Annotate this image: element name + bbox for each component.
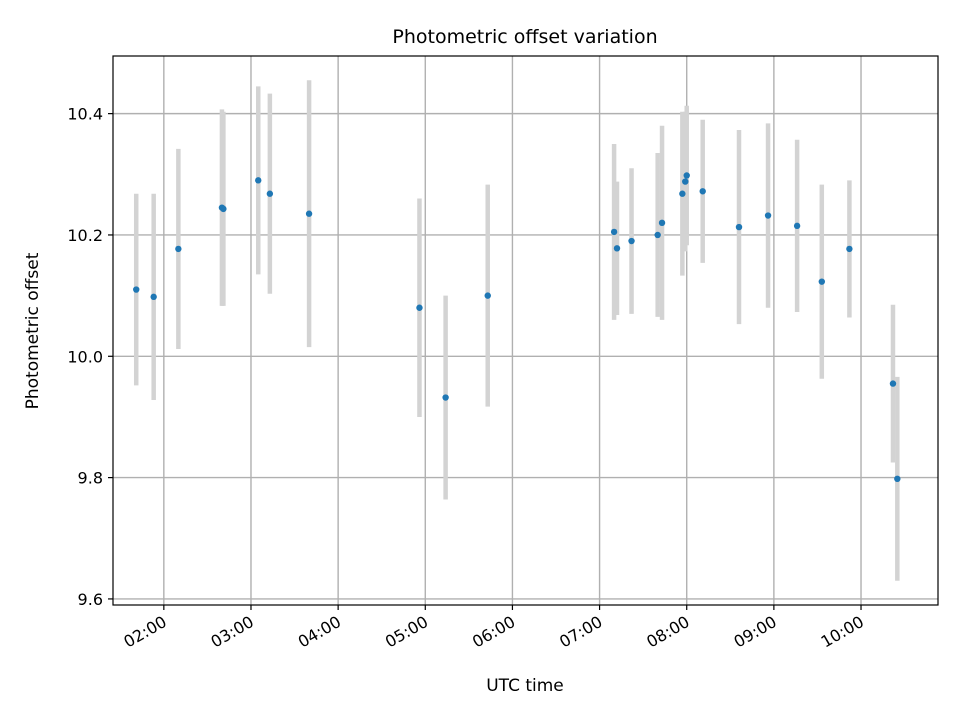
y-tick-label: 10.4 xyxy=(67,105,103,124)
data-point xyxy=(793,222,801,230)
data-point xyxy=(484,292,491,299)
data-point xyxy=(818,278,826,285)
x-axis-label: UTC time xyxy=(486,676,564,696)
plot-frame xyxy=(112,55,939,606)
data-point xyxy=(628,237,635,245)
data-point xyxy=(175,245,182,253)
data-point xyxy=(699,188,706,195)
data-point xyxy=(442,394,449,401)
data-point xyxy=(150,293,157,301)
data-point xyxy=(683,172,690,179)
y-tick-label: 9.8 xyxy=(78,469,103,488)
data-point xyxy=(133,286,140,293)
data-point xyxy=(735,223,743,231)
data-point xyxy=(610,228,618,236)
data-point xyxy=(220,205,227,213)
y-tick-label: 10.0 xyxy=(67,347,103,366)
y-tick-label: 10.2 xyxy=(67,226,103,245)
data-point xyxy=(889,380,897,387)
y-ticks: 9.6 9.8 10.0 10.2 10.4 xyxy=(67,105,113,609)
data-points xyxy=(133,172,901,483)
data-point xyxy=(613,245,621,252)
data-point xyxy=(416,304,423,311)
data-point xyxy=(305,210,313,217)
data-point xyxy=(679,190,686,197)
chart-title: Photometric offset variation xyxy=(392,26,657,48)
data-point xyxy=(764,212,772,219)
data-point xyxy=(846,245,853,253)
y-tick-label: 9.6 xyxy=(78,590,103,609)
data-point xyxy=(654,231,661,239)
data-point xyxy=(894,475,901,483)
data-point xyxy=(658,219,666,227)
y-axis-label: Photometric offset xyxy=(23,252,43,409)
data-point xyxy=(266,190,274,197)
grid-lines xyxy=(113,56,938,605)
data-point xyxy=(255,177,262,184)
data-point xyxy=(682,178,689,185)
